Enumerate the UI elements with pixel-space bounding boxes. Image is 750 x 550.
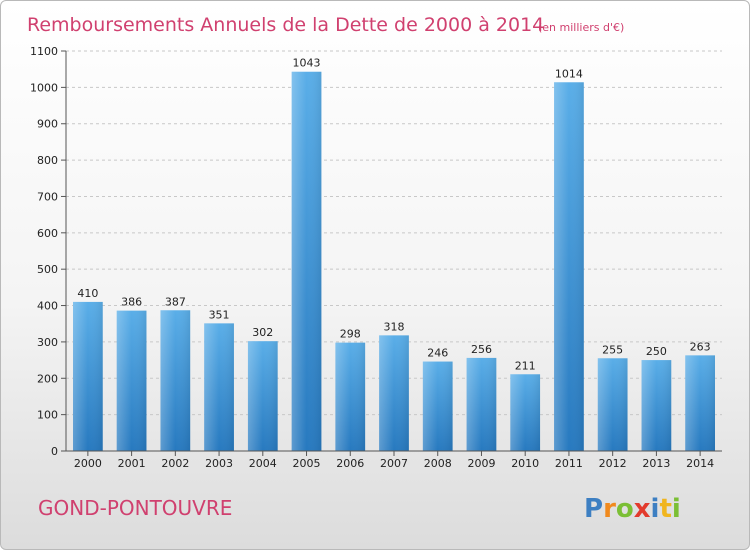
x-tick-label: 2012 xyxy=(599,457,627,470)
data-label: 1014 xyxy=(555,67,583,80)
x-tick-label: 2008 xyxy=(424,457,452,470)
x-tick-label: 2004 xyxy=(249,457,277,470)
x-axis-ticks: 2000 2001 2002 2003 2004 2005 2006 2007 2008 2009… xyxy=(74,451,714,470)
y-axis-ticks: 0 100 200 300 400 500 600 700 800 900 1000 1100 xyxy=(30,45,66,458)
x-tick-label: 2002 xyxy=(161,457,189,470)
x-tick-label: 2001 xyxy=(118,457,146,470)
bar-highlight xyxy=(641,360,672,451)
x-tick-label: 2005 xyxy=(293,457,321,470)
x-tick-label: 2010 xyxy=(511,457,539,470)
bar-highlight xyxy=(554,82,584,451)
bar-highlight xyxy=(116,310,147,451)
data-label: 387 xyxy=(165,295,186,308)
data-label: 410 xyxy=(77,287,98,300)
y-tick-label: 100 xyxy=(37,409,58,422)
bar-highlight xyxy=(379,335,409,451)
data-label: 1043 xyxy=(293,57,321,70)
y-tick-label: 800 xyxy=(37,154,58,167)
y-tick-label: 600 xyxy=(37,227,58,240)
data-label: 263 xyxy=(690,340,711,353)
y-tick-label: 1100 xyxy=(30,45,58,58)
bar-highlight xyxy=(422,361,453,451)
y-tick-label: 400 xyxy=(37,300,58,313)
x-tick-label: 2013 xyxy=(642,457,670,470)
logo-letter: P xyxy=(584,494,603,524)
bar-highlight xyxy=(291,71,322,452)
data-label: 351 xyxy=(209,308,230,321)
bars: 410 386 387 351 302 1043 298 318 246 256 211 1014 25… xyxy=(72,57,716,452)
x-tick-label: 2009 xyxy=(467,457,495,470)
bar-highlight xyxy=(247,341,278,451)
logo-letter: i xyxy=(651,494,660,524)
y-tick-label: 300 xyxy=(37,336,58,349)
data-label: 250 xyxy=(646,345,667,358)
y-tick-label: 0 xyxy=(51,445,58,458)
logo-letter: r xyxy=(603,494,616,524)
logo-letter: o xyxy=(616,494,634,524)
proxiti-logo: Proxiti xyxy=(584,494,681,524)
y-tick-label: 700 xyxy=(37,190,58,203)
x-tick-label: 2003 xyxy=(205,457,233,470)
location-label: GOND-PONTOUVRE xyxy=(38,496,232,520)
x-tick-label: 2000 xyxy=(74,457,102,470)
data-label: 246 xyxy=(427,347,448,360)
data-label: 256 xyxy=(471,343,492,356)
logo-letter: t xyxy=(659,494,671,524)
bar-highlight xyxy=(510,374,541,451)
data-label: 302 xyxy=(252,326,273,339)
x-tick-label: 2014 xyxy=(686,457,714,470)
chart-title: Remboursements Annuels de la Dette de 20… xyxy=(27,14,544,36)
y-tick-label: 1000 xyxy=(30,81,58,94)
y-tick-label: 900 xyxy=(37,118,58,131)
logo-letter: x xyxy=(634,494,651,524)
logo-letter: i xyxy=(672,494,681,524)
x-tick-label: 2007 xyxy=(380,457,408,470)
bar-highlight xyxy=(685,355,716,451)
bar-highlight xyxy=(160,310,191,451)
data-label: 318 xyxy=(384,320,405,333)
data-label: 211 xyxy=(515,359,536,372)
data-label: 386 xyxy=(121,296,142,309)
data-label: 255 xyxy=(602,343,623,356)
bar-highlight xyxy=(466,357,497,451)
bar-highlight xyxy=(72,301,103,451)
data-label: 298 xyxy=(340,328,361,341)
chart-subtitle: (en milliers d'€) xyxy=(538,21,624,34)
x-tick-label: 2006 xyxy=(336,457,364,470)
axes xyxy=(65,51,722,452)
bar-highlight xyxy=(204,323,234,451)
x-tick-label: 2011 xyxy=(555,457,583,470)
bar-highlight xyxy=(335,342,366,451)
bar-highlight xyxy=(597,358,628,451)
y-tick-label: 500 xyxy=(37,263,58,276)
y-tick-label: 200 xyxy=(37,372,58,385)
